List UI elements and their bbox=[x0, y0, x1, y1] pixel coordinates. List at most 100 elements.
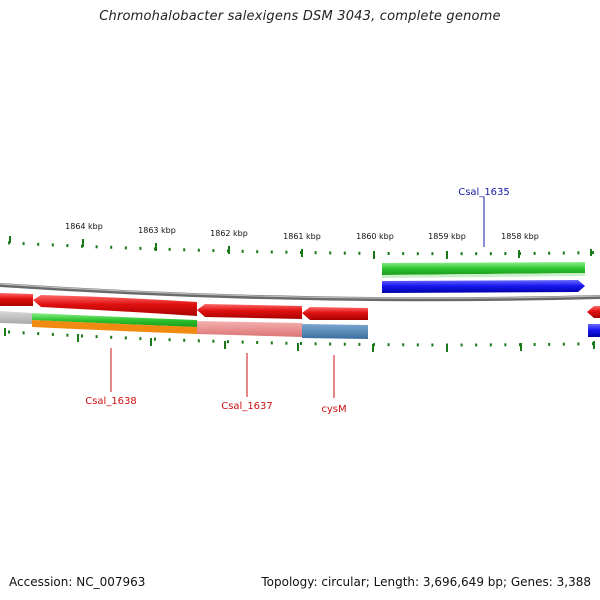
major-tick-1863 bbox=[155, 243, 157, 251]
lower-major-tick-7 bbox=[446, 344, 448, 352]
lower-minor-tick bbox=[212, 339, 215, 343]
lower-minor-tick bbox=[66, 333, 69, 337]
lower-major-tick-8 bbox=[520, 343, 522, 351]
lower-minor-tick bbox=[548, 342, 551, 346]
genome-backbone bbox=[0, 283, 600, 302]
orange-track-csal-1638[interactable] bbox=[32, 320, 197, 334]
accession-label: Accession: NC_007963 bbox=[9, 575, 146, 589]
gene-label-csal-1638[interactable]: Csal_1638 bbox=[85, 396, 137, 407]
gene-label-csal-1635[interactable]: Csal_1635 bbox=[458, 187, 510, 198]
scale-label-1860: 1860 kbp bbox=[356, 232, 394, 241]
lower-minor-tick bbox=[402, 343, 405, 347]
lower-minor-tick bbox=[358, 342, 361, 346]
upper-minor-tick bbox=[504, 252, 507, 256]
upper-minor-tick bbox=[489, 252, 492, 256]
major-tick-1862 bbox=[228, 246, 230, 254]
upper-minor-tick bbox=[197, 248, 200, 252]
upper-minor-tick bbox=[168, 247, 171, 251]
lower-minor-tick bbox=[285, 341, 288, 345]
lower-minor-tick bbox=[124, 336, 127, 340]
genome-backbone-highlight bbox=[0, 283, 600, 299]
gene-left-edge-arrow[interactable] bbox=[0, 293, 33, 306]
upper-minor-tick bbox=[314, 251, 317, 255]
upper-minor-tick bbox=[212, 249, 215, 253]
scale-label-1864: 1864 kbp bbox=[65, 222, 103, 231]
lower-minor-tick bbox=[489, 343, 492, 347]
gene-track-green-forward[interactable] bbox=[382, 262, 585, 275]
lower-minor-tick bbox=[168, 338, 171, 342]
genome-title: Chromohalobacter salexigens DSM 3043, co… bbox=[99, 9, 501, 24]
pink-track-csal-1637[interactable] bbox=[197, 321, 302, 337]
lower-minor-tick bbox=[81, 334, 83, 338]
upper-minor-tick bbox=[577, 251, 580, 255]
major-tick-1860 bbox=[373, 251, 375, 259]
lower-minor-tick bbox=[343, 342, 346, 346]
lower-minor-tick bbox=[8, 330, 10, 334]
lower-minor-tick bbox=[431, 343, 434, 347]
major-tick-1864 bbox=[82, 239, 84, 247]
lower-major-tick-4 bbox=[224, 341, 226, 349]
upper-minor-tick bbox=[431, 252, 434, 256]
upper-minor-tick bbox=[329, 251, 332, 255]
lower-minor-tick bbox=[241, 340, 244, 344]
lower-minor-tick bbox=[139, 337, 142, 341]
gene-label-leaders bbox=[110, 197, 485, 398]
lower-minor-tick bbox=[577, 342, 580, 346]
lower-tick-ruler bbox=[4, 328, 595, 352]
lower-minor-tick bbox=[533, 343, 536, 346]
scale-labels: 1864 kbp 1863 kbp 1862 kbp 1861 kbp 1860… bbox=[65, 222, 539, 241]
upper-minor-tick bbox=[37, 242, 40, 246]
gray-track-left bbox=[0, 311, 32, 324]
upper-minor-tick bbox=[22, 242, 25, 246]
major-tick-1858 bbox=[518, 250, 520, 258]
upper-minor-tick bbox=[124, 246, 127, 250]
scale-label-1863: 1863 kbp bbox=[138, 226, 176, 235]
scale-label-1861: 1861 kbp bbox=[283, 232, 321, 241]
lower-major-tick-9 bbox=[593, 341, 595, 349]
inner-feature-tracks bbox=[0, 311, 600, 339]
gene-track-green-forward-shadow bbox=[382, 273, 585, 278]
lower-minor-tick bbox=[256, 341, 259, 344]
major-tick-edge-right bbox=[590, 249, 592, 256]
upper-minor-tick bbox=[416, 252, 419, 256]
gene-label-csal-1637[interactable]: Csal_1637 bbox=[221, 401, 273, 412]
gene-csal-1637-arrow[interactable] bbox=[197, 304, 302, 319]
upper-minor-tick bbox=[270, 250, 273, 254]
upper-minor-tick bbox=[562, 251, 565, 255]
upper-tick-ruler bbox=[8, 236, 594, 259]
lower-minor-tick bbox=[314, 342, 317, 346]
lower-major-tick-6 bbox=[372, 344, 374, 352]
gene-csal-1638-arrow[interactable] bbox=[33, 295, 197, 316]
lower-minor-tick bbox=[51, 332, 54, 336]
upper-minor-tick bbox=[343, 251, 346, 255]
lower-minor-tick bbox=[270, 341, 273, 345]
lower-minor-tick bbox=[562, 342, 565, 346]
reverse-strand-genes bbox=[0, 293, 600, 320]
lower-minor-tick bbox=[300, 342, 302, 345]
lower-major-tick-5 bbox=[297, 343, 299, 351]
lower-minor-tick bbox=[416, 343, 419, 347]
genome-summary-label: Topology: circular; Length: 3,696,649 bp… bbox=[261, 575, 591, 589]
upper-minor-tick bbox=[241, 249, 244, 253]
gene-cysM-arrow[interactable] bbox=[302, 307, 368, 320]
lower-minor-tick bbox=[460, 343, 463, 347]
lower-minor-tick bbox=[227, 340, 229, 344]
gene-csal-1635-arrow[interactable] bbox=[382, 280, 585, 293]
major-tick-edge-left bbox=[9, 236, 11, 243]
lower-minor-tick bbox=[183, 338, 186, 342]
gene-label-cysM[interactable]: cysM bbox=[321, 404, 346, 415]
green-track-csal-1638[interactable] bbox=[32, 313, 197, 327]
upper-minor-tick bbox=[183, 248, 186, 252]
lower-major-tick-3 bbox=[150, 338, 152, 346]
upper-minor-tick bbox=[548, 251, 551, 255]
upper-minor-tick bbox=[256, 250, 259, 254]
blue-track-right-edge[interactable] bbox=[588, 324, 600, 337]
upper-minor-tick bbox=[533, 251, 536, 255]
steel-track-cysM[interactable] bbox=[302, 324, 368, 339]
lower-minor-tick bbox=[22, 331, 25, 335]
lower-minor-tick bbox=[387, 343, 390, 347]
major-tick-1861 bbox=[301, 249, 303, 257]
gene-right-edge-arrow[interactable] bbox=[587, 306, 600, 318]
